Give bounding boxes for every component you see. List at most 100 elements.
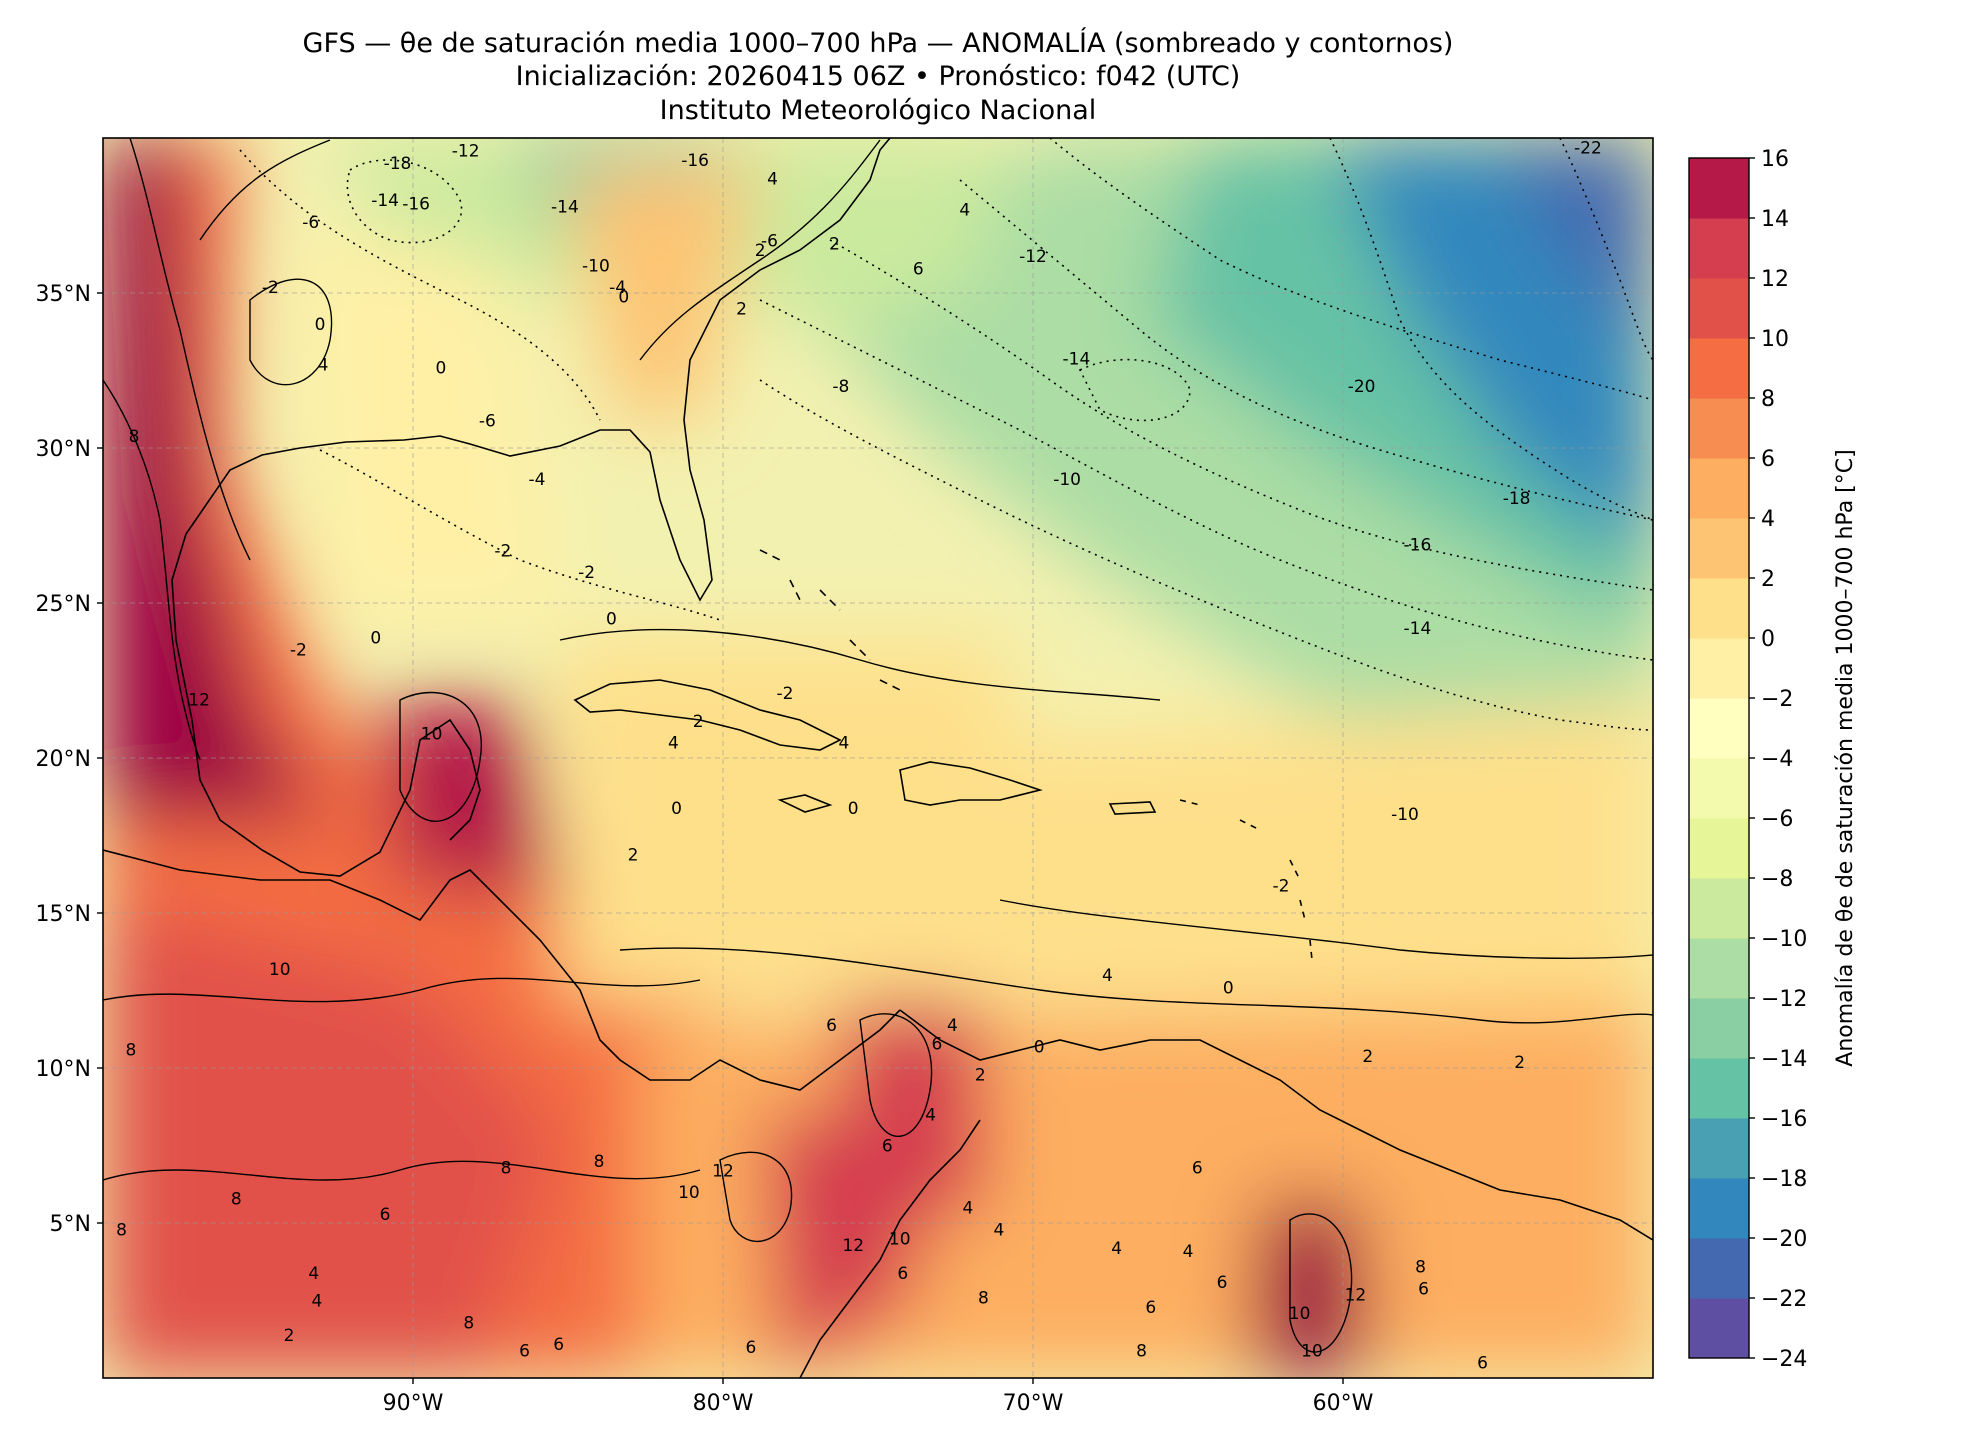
colorbar-bin (1689, 818, 1749, 879)
contour-label: 2 (829, 235, 840, 255)
contour-label: 4 (959, 201, 970, 221)
contour-label: -18 (384, 154, 412, 174)
contour-line (559, 628, 1161, 701)
colorbar-tick-label: 10 (1761, 327, 1789, 352)
contour-label: -4 (529, 470, 546, 490)
contour-line-negative (1559, 138, 1653, 361)
contour-label: 6 (913, 259, 924, 279)
contour-label: 0 (1034, 1038, 1045, 1058)
contour-label: -16 (681, 151, 709, 171)
colorbar-bin (1689, 1118, 1749, 1179)
colorbar-bin (1689, 1058, 1749, 1119)
contour-label: 10 (421, 724, 443, 744)
contour-label: 6 (1477, 1354, 1488, 1374)
contour-line (1289, 1213, 1353, 1353)
contour-label: -10 (1391, 805, 1419, 825)
contour-label: 8 (594, 1152, 605, 1172)
contour-label: 10 (1289, 1304, 1311, 1324)
lon-tick-label: 90°W (383, 1391, 444, 1416)
contour-label: -8 (832, 377, 849, 397)
colorbar-bin (1689, 1298, 1749, 1359)
colorbar-tick-label: 2 (1761, 567, 1775, 592)
lon-tick-label: 80°W (693, 1391, 754, 1416)
figure-title: GFS — θe de saturación media 1000–700 hP… (302, 28, 1454, 59)
colorbar-bin (1689, 578, 1749, 639)
contour-label: 2 (1362, 1047, 1373, 1067)
colorbar-bin (1689, 218, 1749, 279)
colorbar-tick-label: 4 (1761, 507, 1775, 532)
contour-line (249, 278, 333, 386)
coastline-central-america (103, 849, 901, 1091)
contour-line-negative (759, 379, 1653, 731)
contour-line-negative (1078, 358, 1191, 422)
contour-label: 0 (315, 315, 326, 335)
contour-label: -6 (302, 213, 319, 233)
contour-label: 4 (668, 734, 679, 754)
coastlines (103, 138, 1653, 1378)
contour-label: 10 (269, 960, 291, 980)
colorbar-bin (1689, 758, 1749, 819)
contour-label: -14 (551, 197, 579, 217)
colorbar-label: Anomalía de θe de saturación media 1000–… (1833, 449, 1858, 1066)
contour-label: 6 (826, 1016, 837, 1036)
contour-label: 8 (978, 1289, 989, 1309)
colorbar-tick-label: −4 (1761, 747, 1793, 772)
contour-line-negative (239, 149, 601, 421)
contour-labels: -6-18-12-14 -16 -14-16-10-40-204 0-6-4-2-20… (116, 139, 1602, 1374)
contour-label: 4 (1111, 1239, 1122, 1259)
contour-label: 12 (188, 690, 210, 710)
contour-label: 0 (606, 610, 617, 630)
contour-label: 6 (745, 1338, 756, 1358)
colorbar-bin (1689, 518, 1749, 579)
contour-label: 12 (842, 1236, 864, 1256)
colorbar-tick-label: 6 (1761, 447, 1775, 472)
contour-label: 12 (712, 1162, 734, 1182)
contour-label: 6 (1217, 1273, 1228, 1293)
contour-label: 0 (618, 287, 629, 307)
contour-label: -16 (402, 194, 430, 214)
colorbar-bin (1689, 698, 1749, 759)
axis-ticks: 5°N 10°N 15°N 20°N 25°N 30°N 35°N 90°W 80°W 70°W 6… (36, 282, 1374, 1416)
colorbar-bin (1689, 938, 1749, 999)
colorbar-tick-label: 0 (1761, 627, 1775, 652)
contour-label: 4 (308, 1264, 319, 1284)
contour-label: -2 (777, 684, 794, 704)
contour-label: 4 (947, 1016, 958, 1036)
colorbar-tick-label: 12 (1761, 267, 1789, 292)
contour-label: 0 (435, 359, 446, 379)
contour-label: -2 (578, 563, 595, 583)
contour-label: 6 (897, 1264, 908, 1284)
contour-label: -14 (371, 191, 399, 211)
coastline-cuba (573, 679, 842, 751)
contour-line (103, 379, 201, 761)
lat-tick-label: 10°N (36, 1057, 91, 1082)
colorbar-bin (1689, 398, 1749, 459)
contour-label: 4 (318, 356, 329, 376)
contour-label: 6 (882, 1137, 893, 1157)
contour-label: 2 (693, 712, 704, 732)
colorbar-bin (1689, 1178, 1749, 1239)
contour-label: 2 (284, 1326, 295, 1346)
contour-label: 6 (380, 1205, 391, 1225)
contour-line-negative (1049, 138, 1653, 401)
contour-line (859, 1013, 933, 1137)
contour-line (999, 899, 1653, 959)
contour-label: 8 (1415, 1258, 1426, 1278)
contour-line (719, 1151, 793, 1243)
contour-label: 0 (370, 628, 381, 648)
colorbar-bin (1689, 458, 1749, 519)
contour-label: -20 (1348, 377, 1376, 397)
contour-line-negative (959, 179, 1653, 521)
lat-tick-label: 35°N (36, 282, 91, 307)
contour-label: 0 (671, 799, 682, 819)
contour-label: 4 (962, 1199, 973, 1219)
contour-label: 2 (975, 1065, 986, 1085)
colorbar-bin (1689, 638, 1749, 699)
contour-label: 10 (889, 1230, 911, 1250)
contour-label: 2 (628, 845, 639, 865)
contour-label: -18 (1503, 489, 1531, 509)
contour-line (103, 1160, 701, 1181)
lon-tick-label: 70°W (1003, 1391, 1064, 1416)
